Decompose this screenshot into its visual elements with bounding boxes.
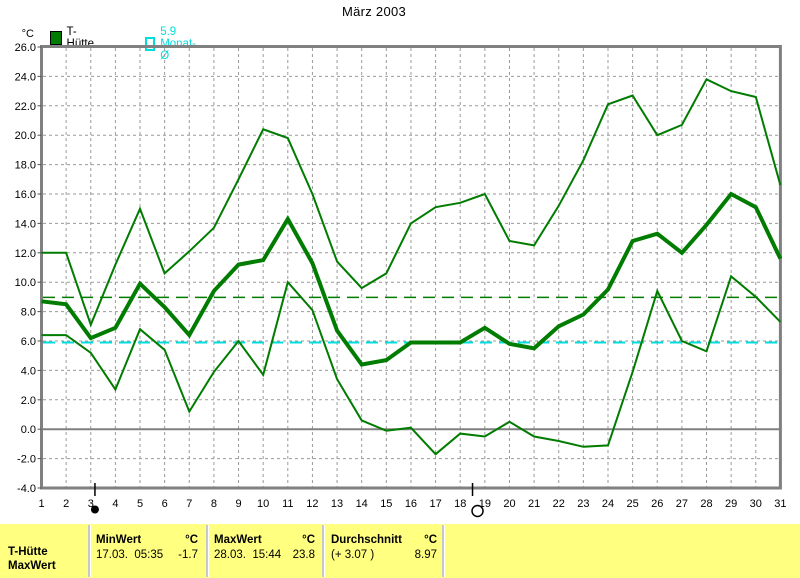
svg-text:12.0: 12.0 [15,248,36,260]
svg-text:10: 10 [257,498,269,510]
panel-divider [442,525,445,577]
svg-text:7: 7 [186,498,192,510]
monat-avg-swatch-icon [145,37,156,51]
svg-text:0.0: 0.0 [21,424,36,436]
minwert-header: MinWert [96,534,142,546]
svg-text:8.0: 8.0 [21,307,36,319]
panel-divider [88,525,91,577]
svg-text:31: 31 [774,498,786,510]
svg-text:23: 23 [577,498,589,510]
svg-text:17: 17 [429,498,441,510]
svg-text:30: 30 [750,498,762,510]
panel-series-labels: T-Hütte MaxWert [8,545,56,573]
svg-text:6: 6 [162,498,168,510]
svg-text:18: 18 [454,498,466,510]
svg-text:26.0: 26.0 [15,42,36,54]
svg-text:4.0: 4.0 [21,365,36,377]
svg-text:-4.0: -4.0 [17,483,36,495]
svg-text:28: 28 [700,498,712,510]
svg-text:20.0: 20.0 [15,130,36,142]
svg-text:11: 11 [282,498,293,510]
svg-text:24.0: 24.0 [15,71,36,83]
svg-text:-2.0: -2.0 [17,454,36,466]
svg-text:2: 2 [63,498,69,510]
svg-text:10.0: 10.0 [15,277,36,289]
svg-text:2.0: 2.0 [21,395,36,407]
svg-text:26: 26 [651,498,663,510]
panel-divider [322,525,325,577]
maxwert-header: MaxWert [214,534,262,546]
svg-text:9: 9 [235,498,241,510]
svg-text:5: 5 [137,498,143,510]
svg-text:18.0: 18.0 [15,160,36,172]
temperature-chart: 26.024.022.020.018.016.014.012.010.08.06… [15,42,787,518]
svg-text:1: 1 [38,498,44,510]
svg-text:14.0: 14.0 [15,218,36,230]
durchschnitt-cell: Durchschnitt °C (+ 3.07 ) 8.97 [331,533,437,562]
svg-text:4: 4 [112,498,118,510]
svg-text:21: 21 [528,498,540,510]
y-axis-unit-label: °C [21,28,34,40]
svg-text:25: 25 [626,498,638,510]
svg-text:29: 29 [725,498,737,510]
svg-text:8: 8 [211,498,217,510]
minwert-unit: °C [185,534,198,546]
maxwert-unit: °C [302,534,315,546]
durchschnitt-unit: °C [424,534,437,546]
page-title: März 2003 [341,4,407,19]
svg-text:27: 27 [676,498,688,510]
svg-text:12: 12 [306,498,318,510]
panel-divider [206,525,209,577]
svg-text:16.0: 16.0 [15,189,36,201]
svg-text:16: 16 [405,498,417,510]
svg-text:14: 14 [356,498,368,510]
panel-series-name: T-Hütte [8,546,48,558]
durchschnitt-header: Durchschnitt [331,534,402,546]
maxwert-datetime: 28.03. 15:44 [214,548,282,561]
summary-panel: T-Hütte MaxWert MinWert °C 17.03. 05:35 … [0,524,800,578]
svg-text:13: 13 [331,498,343,510]
svg-text:22: 22 [553,498,565,510]
svg-text:3: 3 [88,498,94,510]
panel-series-type: MaxWert [8,560,56,572]
minwert-datetime: 17.03. 05:35 [96,548,164,561]
durchschnitt-value: 8.97 [414,548,437,561]
minwert-cell: MinWert °C 17.03. 05:35 -1.7 [96,533,198,562]
svg-text:15: 15 [380,498,392,510]
svg-text:20: 20 [503,498,515,510]
svg-text:24: 24 [602,498,614,510]
t-huette-swatch-icon [50,31,62,45]
svg-text:22.0: 22.0 [15,101,36,113]
svg-text:6.0: 6.0 [21,336,36,348]
minwert-value: -1.7 [178,548,198,561]
durchschnitt-anomaly: (+ 3.07 ) [331,548,375,561]
maxwert-cell: MaxWert °C 28.03. 15:44 23.8 [214,533,315,562]
maxwert-value: 23.8 [292,548,315,561]
